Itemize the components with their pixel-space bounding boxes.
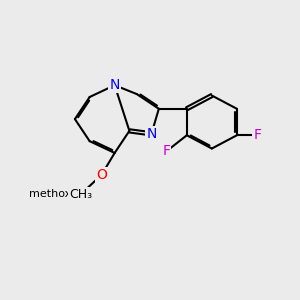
Text: CH₃: CH₃ bbox=[69, 188, 92, 201]
Text: F: F bbox=[254, 128, 262, 142]
Text: F: F bbox=[162, 145, 170, 158]
Text: O: O bbox=[96, 168, 107, 182]
Text: N: N bbox=[110, 78, 120, 92]
Text: N: N bbox=[146, 127, 157, 141]
Text: methoxy: methoxy bbox=[29, 189, 78, 199]
